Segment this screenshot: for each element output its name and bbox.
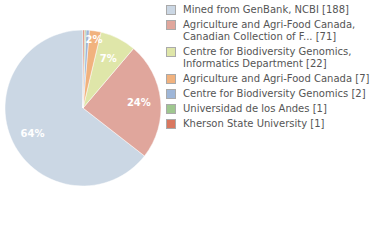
legend-label: Agriculture and Agri-Food Canada, Canadi… (183, 19, 355, 42)
legend-entry: Agriculture and Agri-Food Canada [7] (166, 73, 378, 85)
legend-swatch (166, 74, 176, 84)
legend-swatch (166, 47, 176, 57)
legend-label: Universidad de los Andes [1] (183, 103, 327, 114)
legend-label: Centre for Biodiversity Genomics, Inform… (183, 46, 351, 69)
data-label: 24% (127, 97, 151, 108)
legend-label: Mined from GenBank, NCBI [188] (183, 4, 349, 15)
legend-label: Centre for Biodiversity Genomics [2] (183, 88, 366, 99)
legend-entry: Centre for Biodiversity Genomics, Inform… (166, 46, 378, 70)
legend: Mined from GenBank, NCBI [188] Agricultur… (166, 4, 378, 133)
data-label: 64% (21, 128, 45, 139)
pie-chart: 64% 24% 7% 2% (0, 0, 166, 240)
legend-swatch (166, 89, 176, 99)
legend-label: Agriculture and Agri-Food Canada [7] (183, 73, 369, 84)
data-label: 7% (100, 53, 117, 64)
legend-swatch (166, 5, 176, 15)
data-label: 2% (86, 34, 103, 45)
legend-entry: Centre for Biodiversity Genomics [2] (166, 88, 378, 100)
legend-swatch (166, 119, 176, 129)
legend-label: Kherson State University [1] (183, 118, 324, 129)
legend-entry: Agriculture and Agri-Food Canada, Canadi… (166, 19, 378, 43)
legend-entry: Mined from GenBank, NCBI [188] (166, 4, 378, 16)
legend-entry: Universidad de los Andes [1] (166, 103, 378, 115)
legend-swatch (166, 20, 176, 30)
legend-entry: Kherson State University [1] (166, 118, 378, 130)
legend-swatch (166, 104, 176, 114)
pie-slice (83, 30, 84, 108)
